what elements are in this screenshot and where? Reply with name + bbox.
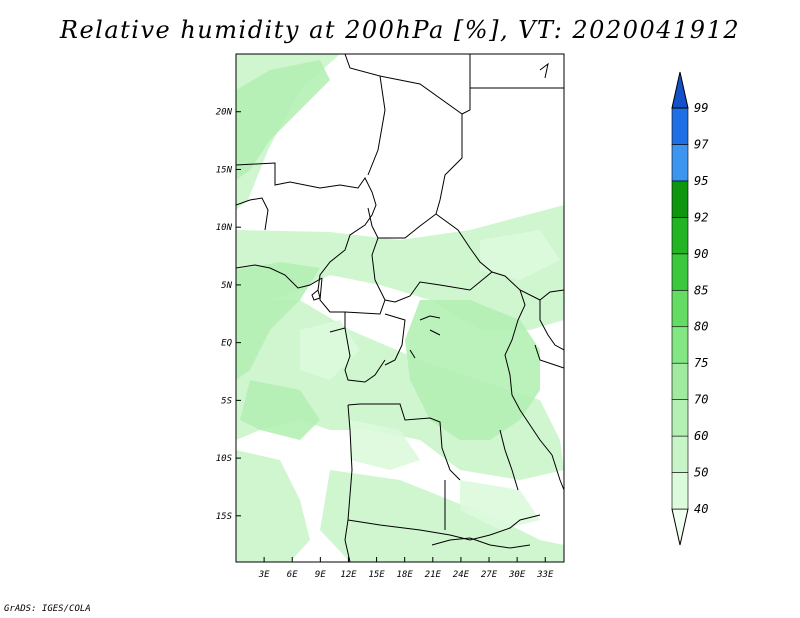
colorbar-segment [671, 107, 689, 145]
lat-tick-label: 5S [221, 396, 232, 406]
colorbar-label: 90 [694, 247, 708, 261]
lat-tick-label: 10N [216, 223, 233, 233]
lon-tick-label: 30E [508, 570, 526, 580]
colorbar-label: 80 [694, 320, 708, 334]
lon-tick-label: 12E [340, 570, 357, 580]
colorbar-segment [671, 326, 689, 364]
colorbar-segment [671, 144, 689, 182]
colorbar-label: 75 [694, 356, 708, 370]
map-title: Relative humidity at 200hPa [%], VT: 202… [59, 16, 741, 44]
lat-tick-label: 5N [221, 281, 232, 291]
lon-tick-label: 27E [481, 570, 498, 580]
lon-tick-label: 9E [315, 570, 326, 580]
lon-tick-label: 24E [453, 570, 470, 580]
colorbar-label: 50 [694, 466, 708, 480]
lat-tick-label: 15S [216, 512, 233, 522]
lat-tick-label: 15N [216, 165, 233, 175]
lon-tick-label: 6E [287, 570, 298, 580]
colorbar-label: 70 [694, 393, 708, 407]
colorbar-segment [671, 472, 689, 510]
longitude-axis: 3E 6E 9E 12E 15E 18E 21E 24E 27E 30E 33E [258, 557, 554, 580]
country-borders [236, 54, 564, 562]
colorbar-upper-triangle [671, 71, 689, 109]
latitude-axis: 20N 15N 10N 5N EQ 5S 10S 15S [216, 108, 241, 522]
colorbar-segment [671, 435, 689, 473]
colorbar-label: 60 [694, 429, 708, 443]
colorbar-label: 92 [694, 210, 708, 224]
humidity-shading [236, 54, 564, 562]
lat-tick-label: 10S [216, 454, 233, 464]
lat-tick-label: EQ [221, 339, 232, 349]
lon-tick-label: 18E [397, 570, 414, 580]
lat-tick-label: 20N [216, 108, 233, 118]
colorbar-lower-triangle [671, 508, 689, 546]
colorbar-segment [671, 399, 689, 437]
colorbar-segment [671, 180, 689, 218]
map-frame [235, 53, 565, 563]
colorbar-segment [671, 289, 689, 328]
colorbar-label: 95 [694, 174, 708, 188]
colorbar-segment [671, 362, 689, 400]
lon-tick-label: 15E [368, 570, 385, 580]
colorbar-label: 40 [694, 502, 708, 516]
colorbar-label: 97 [694, 137, 709, 151]
lon-tick-label: 21E [425, 570, 442, 580]
colorbar-label: 85 [694, 283, 708, 297]
colorbar-label: 99 [694, 101, 708, 115]
lon-tick-label: 33E [536, 570, 554, 580]
lon-tick-label: 3E [258, 570, 270, 580]
colorbar-segment [671, 253, 689, 291]
grads-credit: GrADS: IGES/COLA [4, 604, 91, 614]
colorbar: 40 50 60 70 75 80 85 90 92 95 97 99 [671, 71, 709, 546]
colorbar-segment [671, 217, 689, 255]
